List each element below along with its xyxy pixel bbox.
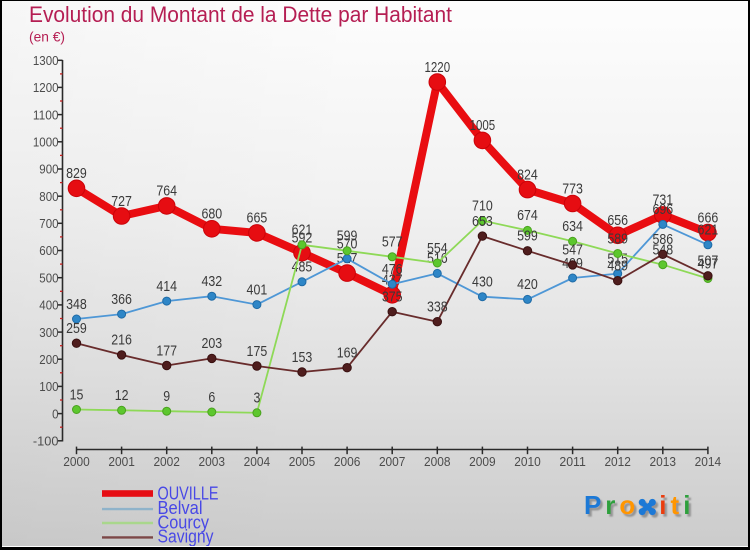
svg-text:6: 6 xyxy=(208,390,215,406)
svg-text:203: 203 xyxy=(201,336,222,352)
svg-text:600: 600 xyxy=(39,243,58,258)
svg-text:674: 674 xyxy=(517,208,538,224)
svg-text:366: 366 xyxy=(111,292,132,308)
svg-text:621: 621 xyxy=(292,223,313,239)
svg-text:829: 829 xyxy=(66,166,87,182)
svg-text:700: 700 xyxy=(39,216,58,231)
svg-text:599: 599 xyxy=(517,229,538,245)
svg-text:2005: 2005 xyxy=(289,454,316,469)
svg-text:i: i xyxy=(659,490,666,520)
svg-text:634: 634 xyxy=(562,219,583,235)
svg-text:2013: 2013 xyxy=(650,454,677,469)
svg-text:9: 9 xyxy=(163,389,170,405)
svg-text:177: 177 xyxy=(156,343,177,359)
svg-text:500: 500 xyxy=(39,270,58,285)
svg-text:1220: 1220 xyxy=(425,60,451,76)
svg-text:764: 764 xyxy=(156,184,177,200)
svg-text:169: 169 xyxy=(337,346,358,362)
svg-text:Belval: Belval xyxy=(158,497,203,518)
svg-text:2011: 2011 xyxy=(559,454,586,469)
svg-text:400: 400 xyxy=(39,298,58,313)
svg-text:Courcy: Courcy xyxy=(158,511,210,532)
svg-text:153: 153 xyxy=(292,350,313,366)
svg-text:621: 621 xyxy=(698,223,719,239)
svg-text:497: 497 xyxy=(698,256,719,272)
svg-text:656: 656 xyxy=(607,213,628,229)
svg-text:Savigny: Savigny xyxy=(158,526,215,547)
svg-text:401: 401 xyxy=(247,282,268,298)
svg-text:2003: 2003 xyxy=(199,454,226,469)
svg-text:200: 200 xyxy=(39,352,58,367)
svg-text:731: 731 xyxy=(652,193,673,209)
svg-text:2007: 2007 xyxy=(379,454,406,469)
svg-text:432: 432 xyxy=(201,274,222,290)
svg-text:696: 696 xyxy=(652,202,673,218)
svg-text:476: 476 xyxy=(382,262,403,278)
svg-text:800: 800 xyxy=(39,189,58,204)
svg-text:2002: 2002 xyxy=(153,454,180,469)
svg-text:348: 348 xyxy=(66,297,87,313)
svg-text:(en €): (en €) xyxy=(29,29,65,45)
svg-text:P: P xyxy=(584,490,601,520)
svg-text:1100: 1100 xyxy=(33,107,59,122)
svg-text:1000: 1000 xyxy=(33,135,59,150)
svg-text:570: 570 xyxy=(337,237,358,253)
svg-text:2000: 2000 xyxy=(63,454,90,469)
svg-text:586: 586 xyxy=(652,232,673,248)
svg-text:824: 824 xyxy=(517,167,538,183)
svg-text:Evolution du Montant de la Det: Evolution du Montant de la Dette par Hab… xyxy=(29,2,452,27)
svg-text:2006: 2006 xyxy=(334,454,361,469)
svg-text:589: 589 xyxy=(607,231,628,247)
svg-text:420: 420 xyxy=(517,277,538,293)
svg-text:592: 592 xyxy=(292,231,313,247)
svg-text:489: 489 xyxy=(607,259,628,275)
svg-text:653: 653 xyxy=(472,214,493,230)
svg-text:t: t xyxy=(671,490,680,520)
svg-text:2004: 2004 xyxy=(244,454,271,469)
svg-text:2012: 2012 xyxy=(604,454,631,469)
svg-text:710: 710 xyxy=(472,198,493,214)
svg-text:OUVILLE: OUVILLE xyxy=(158,482,219,503)
svg-text:2014: 2014 xyxy=(695,454,722,469)
svg-text:680: 680 xyxy=(201,207,222,223)
svg-text:100: 100 xyxy=(39,379,58,394)
svg-text:0: 0 xyxy=(52,406,58,421)
svg-text:12: 12 xyxy=(115,388,129,404)
svg-text:-100: -100 xyxy=(33,434,59,449)
svg-text:2001: 2001 xyxy=(108,454,135,469)
svg-text:15: 15 xyxy=(70,387,84,403)
svg-text:666: 666 xyxy=(698,210,719,226)
svg-text:507: 507 xyxy=(698,254,719,270)
svg-text:3: 3 xyxy=(253,391,260,407)
svg-text:727: 727 xyxy=(111,194,132,210)
svg-text:554: 554 xyxy=(427,241,448,257)
svg-text:773: 773 xyxy=(562,181,583,197)
svg-text:577: 577 xyxy=(382,235,403,251)
svg-text:338: 338 xyxy=(427,300,448,316)
svg-text:2010: 2010 xyxy=(514,454,541,469)
svg-text:900: 900 xyxy=(39,162,58,177)
svg-text:216: 216 xyxy=(111,333,132,349)
svg-text:1200: 1200 xyxy=(33,80,59,95)
svg-text:2009: 2009 xyxy=(469,454,496,469)
svg-text:1005: 1005 xyxy=(470,118,496,134)
svg-text:375: 375 xyxy=(382,290,403,306)
svg-text:1300: 1300 xyxy=(33,53,59,68)
svg-text:r: r xyxy=(605,490,615,520)
svg-text:o: o xyxy=(619,490,635,520)
svg-text:300: 300 xyxy=(39,325,58,340)
svg-text:599: 599 xyxy=(337,229,358,245)
svg-text:175: 175 xyxy=(247,344,268,360)
svg-text:414: 414 xyxy=(156,279,177,295)
svg-text:2008: 2008 xyxy=(424,454,451,469)
svg-text:547: 547 xyxy=(562,243,583,259)
svg-text:259: 259 xyxy=(66,321,87,337)
svg-text:i: i xyxy=(683,490,690,520)
svg-text:430: 430 xyxy=(472,275,493,291)
svg-text:665: 665 xyxy=(247,211,268,227)
